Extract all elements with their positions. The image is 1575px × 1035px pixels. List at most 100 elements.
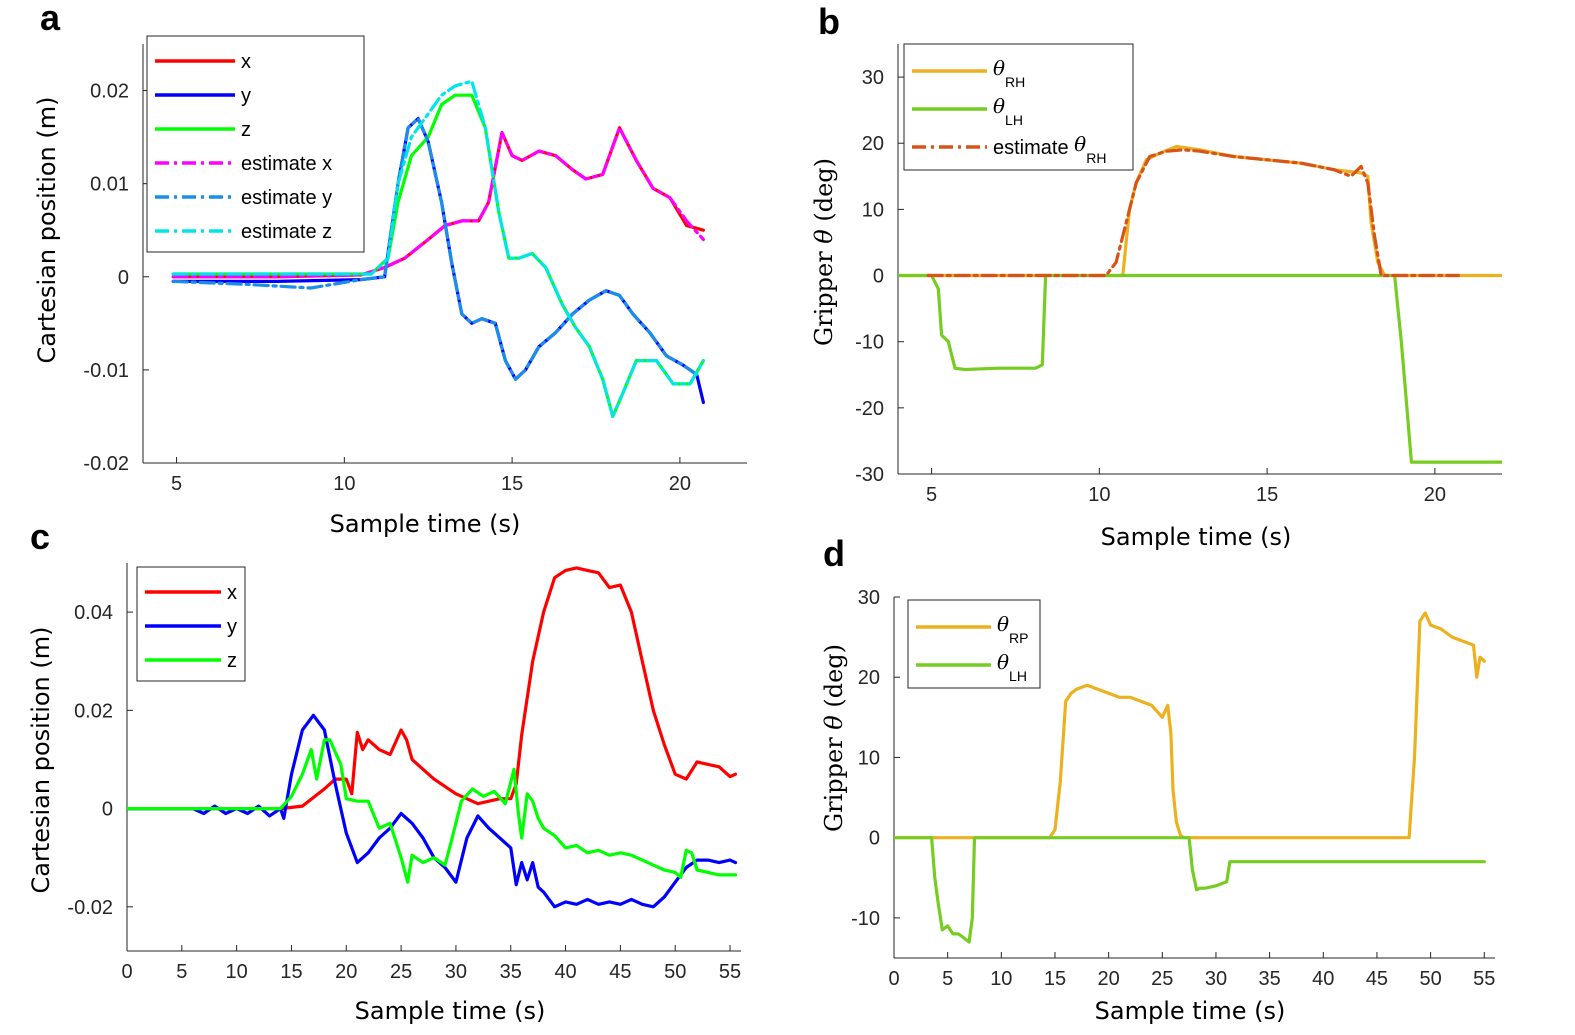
panel-d: d 0 5 10 15 20 25 30 35 40 45 50 55 -10 0 10 20 30 θRP θLH… bbox=[820, 533, 1495, 1025]
panel-c-legend-label: z bbox=[227, 650, 237, 672]
panel-d-x-tick-label: 20 bbox=[1098, 968, 1120, 990]
panel-a-legend-box bbox=[146, 35, 365, 253]
panel-c-x-tick-label: 50 bbox=[664, 961, 686, 983]
panel-d-y-tick-label: 30 bbox=[858, 587, 880, 609]
panel-d-x-tick-label: 15 bbox=[1044, 968, 1066, 990]
panel-b-y-tick-label: 30 bbox=[862, 67, 884, 89]
panel-a-label: a bbox=[40, 0, 61, 38]
panel-d-x-tick-label: 25 bbox=[1151, 968, 1173, 990]
panel-b: b 5 10 15 20 -30 -20 -10 0 10 20 30 θRH θLH estimate … bbox=[810, 1, 1502, 551]
panel-a-x-axis-label: Sample time (s) bbox=[330, 510, 521, 538]
panel-c-y-axis-label: Cartesian position (m) bbox=[27, 626, 55, 893]
panel-d-y-tick-label: -10 bbox=[851, 908, 880, 930]
panel-b-y-axis-label: Gripper θ (deg) bbox=[810, 158, 838, 346]
panel-d-legend: θRP θLH bbox=[907, 599, 1041, 689]
panel-b-y-tick-label: -30 bbox=[855, 464, 884, 486]
panel-b-x-tick-label: 10 bbox=[1088, 484, 1110, 506]
panel-d-x-axis-label: Sample time (s) bbox=[1095, 997, 1286, 1025]
panel-c-x-tick-label: 35 bbox=[500, 961, 522, 983]
panel-b-legend-label: θRH bbox=[993, 56, 1025, 90]
panel-a-y-axis-label: Cartesian position (m) bbox=[33, 96, 61, 363]
panel-c-legend-box bbox=[136, 566, 246, 682]
panel-b-legend-label: θLH bbox=[993, 94, 1023, 128]
panel-a-y-tick-label: -0.02 bbox=[83, 453, 129, 475]
panel-c-y-tick-label: -0.02 bbox=[67, 897, 113, 919]
panel-a-x-tick-label: 15 bbox=[501, 473, 523, 495]
panel-d-y-axis-label: Gripper θ (deg) bbox=[820, 644, 848, 832]
panel-c-x-tick-label: 40 bbox=[554, 961, 576, 983]
panel-b-x-tick-label: 15 bbox=[1256, 484, 1278, 506]
panel-c-x-tick-label: 10 bbox=[226, 961, 248, 983]
panel-c-label: c bbox=[30, 516, 50, 557]
panel-d-y-tick-label: 10 bbox=[858, 747, 880, 769]
panel-b-y-tick-label: 0 bbox=[873, 266, 884, 288]
panel-a-x-tick-label: 20 bbox=[669, 473, 691, 495]
panel-a-y-tick-label: 0.02 bbox=[90, 81, 129, 103]
panel-c: c 0 5 10 15 20 25 30 35 40 45 50 55 -0.02 0 0.02 0.04 xy… bbox=[27, 516, 741, 1025]
panel-c-x-tick-label: 45 bbox=[609, 961, 631, 983]
panel-d-label: d bbox=[823, 533, 845, 574]
panel-b-legend-label: estimate θRH bbox=[993, 132, 1106, 166]
panel-d-legend-label: θRP bbox=[997, 612, 1029, 646]
panel-a-y-tick-label: 0.01 bbox=[90, 174, 129, 196]
panel-d-x-tick-label: 55 bbox=[1473, 968, 1495, 990]
panel-c-x-tick-label: 0 bbox=[121, 961, 132, 983]
panel-c-x-tick-label: 20 bbox=[335, 961, 357, 983]
panel-c-legend-label: y bbox=[227, 616, 237, 638]
panel-a: a 5 10 15 20 -0.02 -0.01 0 0.01 0.02 xyz estimate … bbox=[33, 0, 747, 538]
panel-b-y-tick-label: 20 bbox=[862, 133, 884, 155]
panel-a-plot-area: 5 10 15 20 -0.02 -0.01 0 0.01 0.02 xyz estimate x e… bbox=[83, 35, 747, 495]
panel-a-series-line bbox=[171, 79, 706, 418]
panel-c-x-tick-label: 5 bbox=[176, 961, 187, 983]
panel-d-x-tick-label: 35 bbox=[1259, 968, 1281, 990]
panel-c-x-tick-label: 15 bbox=[280, 961, 302, 983]
panel-a-x-tick-label: 10 bbox=[333, 473, 355, 495]
panel-b-plot-area: 5 10 15 20 -30 -20 -10 0 10 20 30 θRH θLH estimate θR… bbox=[855, 43, 1502, 506]
panel-c-y-tick-label: 0.02 bbox=[74, 700, 113, 722]
panel-d-x-tick-label: 5 bbox=[942, 968, 953, 990]
panel-a-legend: xyz estimate x estimate y estimate z bbox=[146, 35, 365, 253]
panel-d-plot-area: 0 5 10 15 20 25 30 35 40 45 50 55 -10 0 10 20 30 θRP θLH bbox=[851, 587, 1495, 990]
panel-b-y-tick-label: -10 bbox=[855, 332, 884, 354]
panel-c-y-tick-label: 0.04 bbox=[74, 602, 113, 624]
panel-d-y-tick-label: 20 bbox=[858, 667, 880, 689]
panel-d-series-line bbox=[894, 836, 1486, 944]
panel-d-y-tick-label: 0 bbox=[869, 828, 880, 850]
panel-a-y-tick-label: 0 bbox=[118, 267, 129, 289]
panel-b-x-axis-label: Sample time (s) bbox=[1101, 523, 1292, 551]
panel-a-legend-label: estimate z bbox=[241, 221, 332, 243]
panel-b-y-tick-label: -20 bbox=[855, 398, 884, 420]
panel-a-legend-label: x bbox=[241, 51, 251, 73]
panel-b-legend: θRH θLH estimate θRH bbox=[903, 43, 1134, 171]
panel-b-series-line bbox=[926, 148, 1461, 278]
panel-d-x-tick-label: 45 bbox=[1366, 968, 1388, 990]
panel-d-x-tick-label: 30 bbox=[1205, 968, 1227, 990]
panel-d-legend-box bbox=[907, 599, 1041, 689]
panel-b-y-tick-label: 10 bbox=[862, 199, 884, 221]
panel-a-series-line bbox=[171, 126, 706, 279]
panel-d-series-line bbox=[894, 611, 1486, 840]
panel-c-x-tick-label: 25 bbox=[390, 961, 412, 983]
panel-a-legend-label: estimate y bbox=[241, 187, 332, 209]
panel-d-legend-label: θLH bbox=[997, 650, 1027, 684]
panel-b-series-line bbox=[898, 273, 1502, 464]
panel-c-plot-area: 0 5 10 15 20 25 30 35 40 45 50 55 -0.02 0 0.02 0.04 xyz bbox=[67, 563, 741, 983]
panel-d-x-tick-label: 40 bbox=[1312, 968, 1334, 990]
panel-c-legend: xyz bbox=[136, 566, 246, 682]
panel-b-legend-box bbox=[903, 43, 1134, 171]
panel-d-x-tick-label: 0 bbox=[888, 968, 899, 990]
panel-b-x-tick-label: 20 bbox=[1424, 484, 1446, 506]
panel-a-legend-label: y bbox=[241, 85, 251, 107]
panel-c-series-line bbox=[127, 713, 738, 909]
panel-c-y-tick-label: 0 bbox=[102, 799, 113, 821]
panel-a-legend-label: z bbox=[241, 119, 251, 141]
panel-b-label: b bbox=[818, 1, 840, 42]
panel-c-series-line bbox=[127, 738, 738, 884]
panel-c-legend-label: x bbox=[227, 582, 237, 604]
panel-c-x-tick-label: 30 bbox=[445, 961, 467, 983]
panel-a-y-tick-label: -0.01 bbox=[83, 360, 129, 382]
panel-c-x-tick-label: 55 bbox=[719, 961, 741, 983]
panel-b-x-tick-label: 5 bbox=[926, 484, 937, 506]
panel-a-legend-label: estimate x bbox=[241, 153, 332, 175]
